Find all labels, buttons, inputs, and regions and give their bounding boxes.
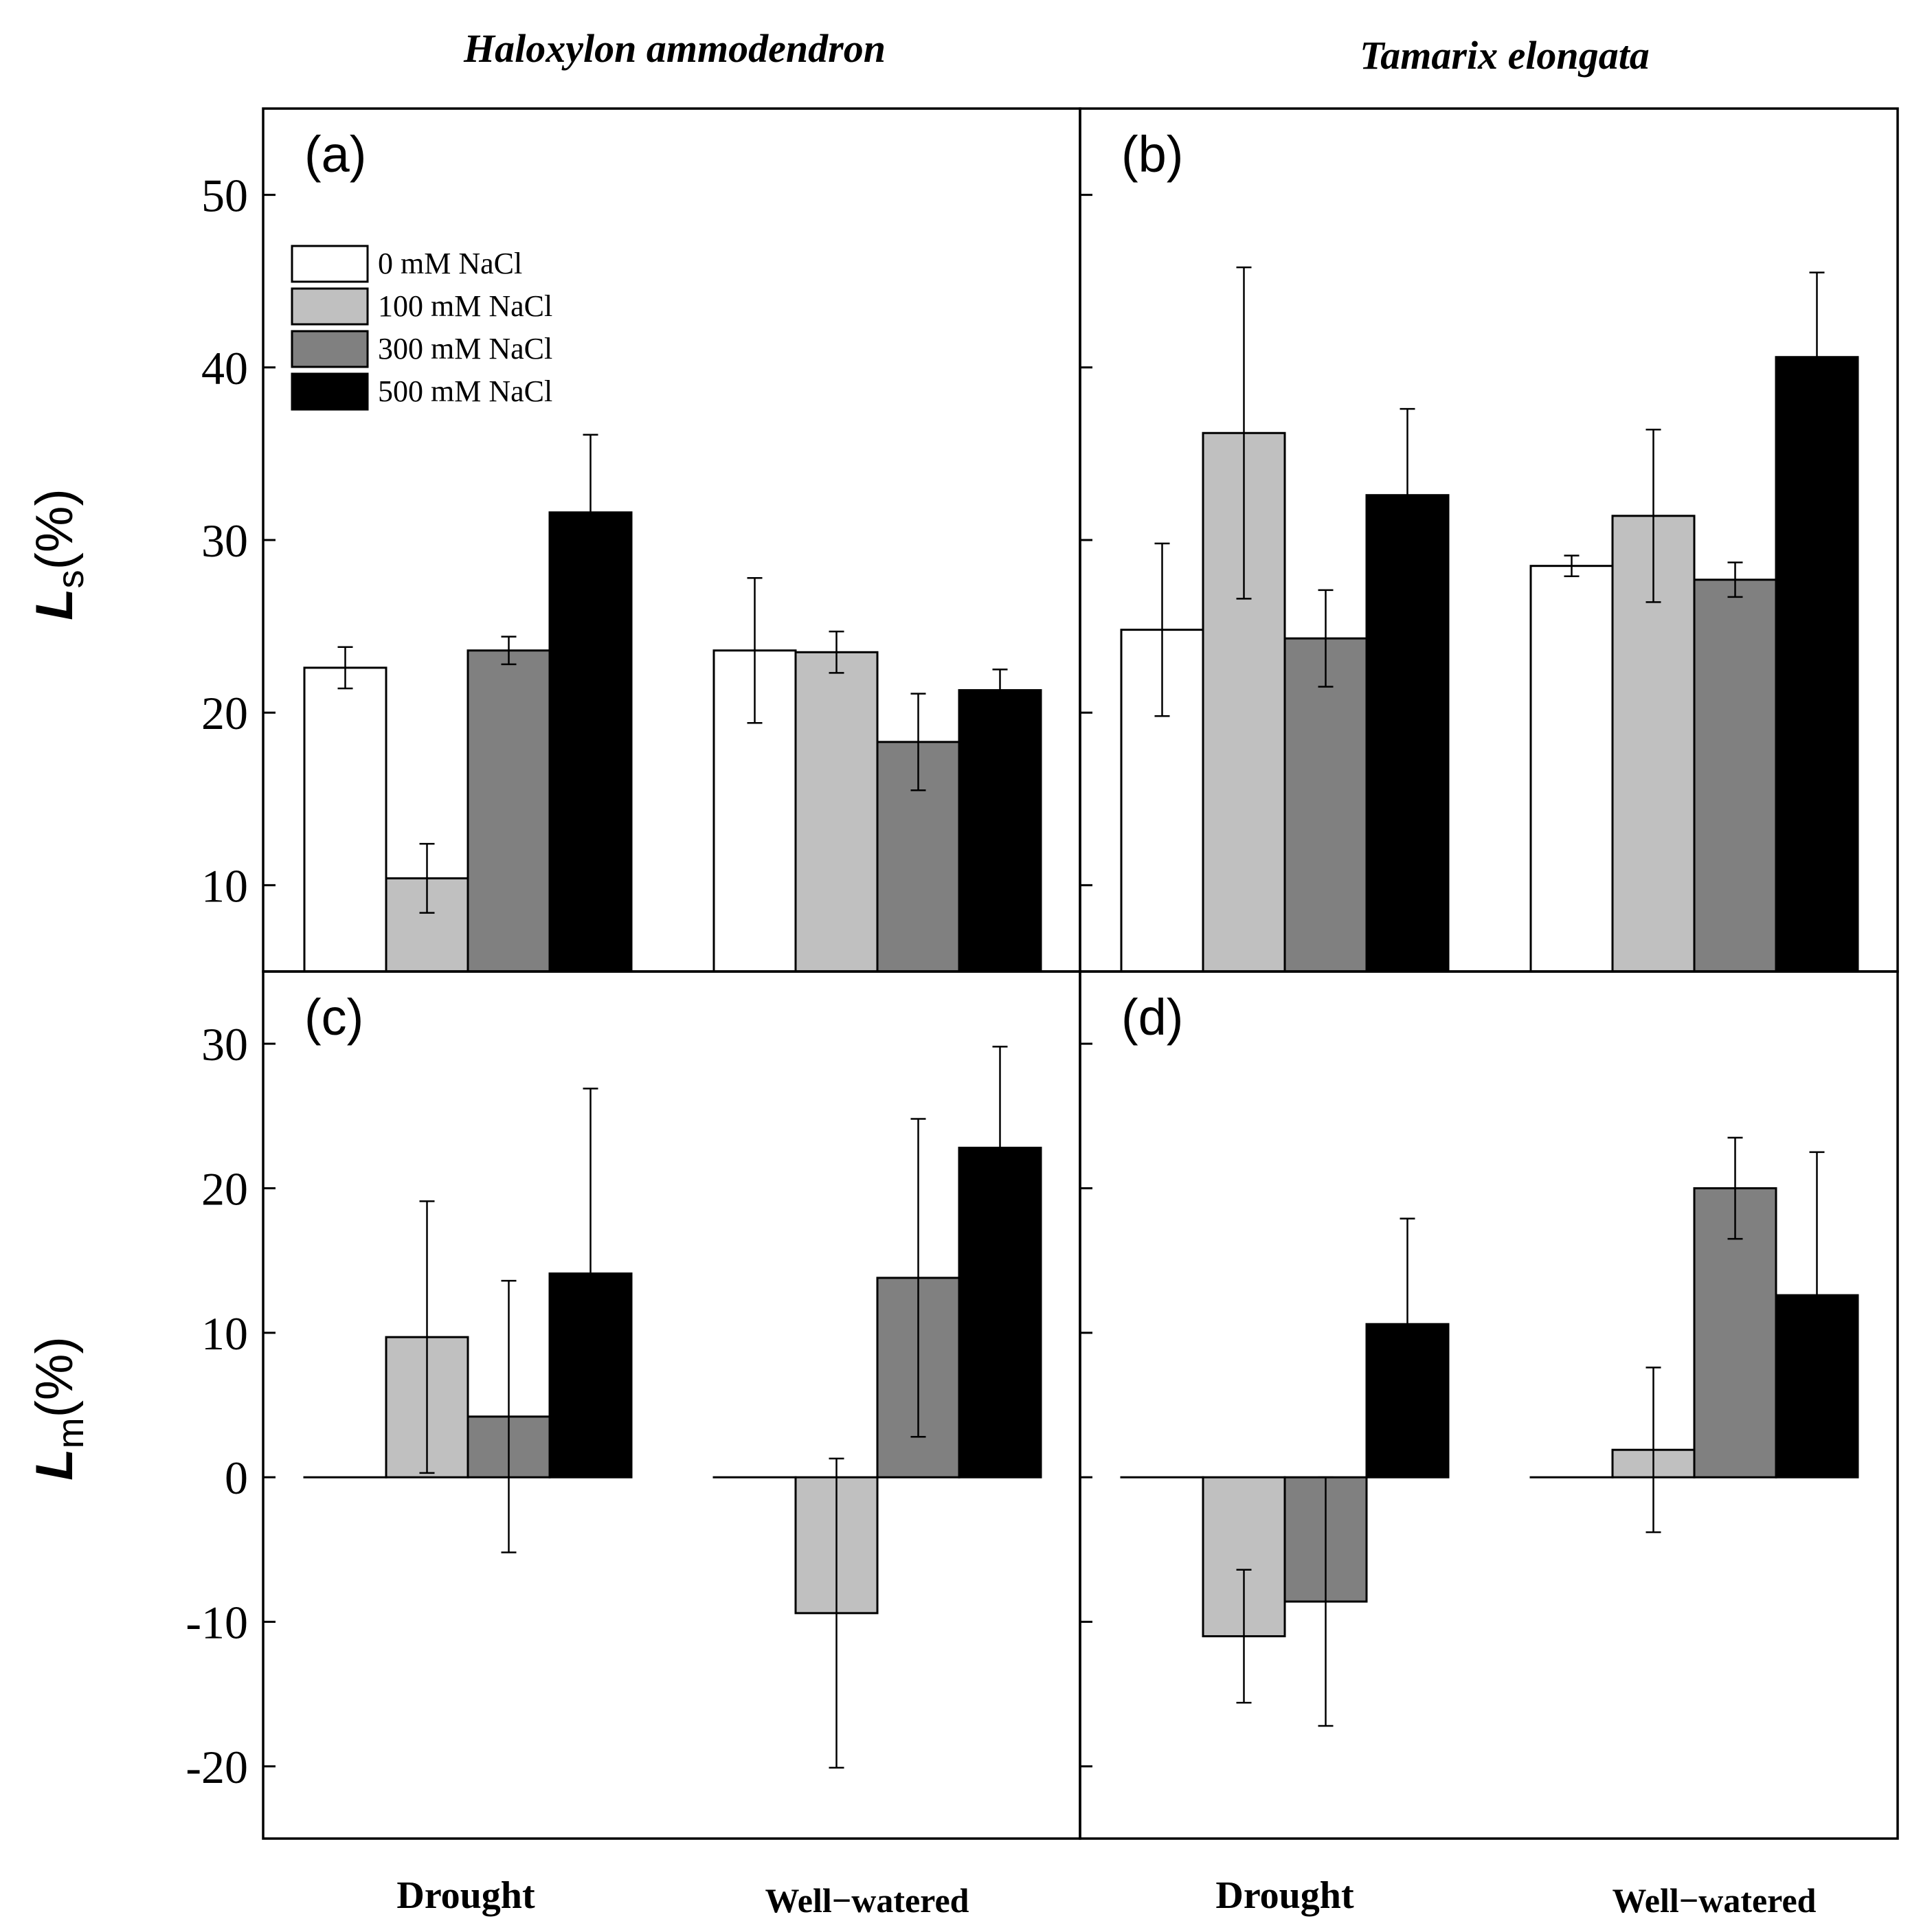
legend: 0 mM NaCl 100 mM NaCl 300 mM NaCl 500 mM… [291,245,552,411]
panels: 10 20 30 40 50 (a) (b) -20 -10 0 10 20 30 (c) (d) [186,107,1899,1840]
legend-swatch-1 [291,287,369,326]
y-axis-label-bottom: Lm(%) [25,1336,91,1481]
legend-swatch-2 [291,330,369,368]
legend-label-1: 100 mM NaCl [378,289,552,323]
y-axis-label-top-suffix: (%) [25,488,84,570]
column-title-right: Tamarix elongata [1360,33,1650,78]
panel-frame-d [1079,970,1899,1840]
legend-swatch-0 [291,245,369,283]
ytick-label-a-4: 50 [201,170,248,222]
ytick-label-c-1: -10 [186,1597,248,1649]
y-axis-label-bottom-suffix: (%) [25,1336,84,1417]
ytick-label-c-0: -20 [186,1741,248,1793]
legend-label-3: 500 mM NaCl [378,374,552,408]
bar-a-0-2 [467,649,551,973]
bar-b-1-3 [1775,356,1859,973]
ytick-label-c-2: 0 [225,1452,248,1504]
ytick-label-c-3: 10 [201,1307,248,1360]
panel-label-c: (c) [304,989,363,1046]
ytick-label-a-1: 20 [201,687,248,739]
panel-label-d: (d) [1121,989,1183,1046]
bar-b-1-2 [1693,579,1777,973]
panel-b: (b) [1079,107,1899,973]
bar-a-1-3 [958,689,1042,973]
y-axis-label-bottom-main: L [25,1448,84,1480]
x-label-left-drought: Drought [396,1874,535,1917]
bar-a-0-0 [303,666,387,973]
ytick-label-a-0: 10 [201,860,248,912]
ytick-label-a-2: 30 [201,515,248,567]
bar-b-1-0 [1529,565,1614,973]
legend-swatch-3 [291,372,369,411]
x-label-right-drought: Drought [1215,1874,1354,1917]
ytick-label-a-3: 40 [201,342,248,394]
y-axis-label-top-main: L [25,588,84,620]
y-axis-label-top-sub: s [50,570,91,588]
legend-label-0: 0 mM NaCl [378,247,522,280]
ytick-label-c-5: 30 [201,1018,248,1070]
x-label-left-wellwatered: Well−watered [765,1881,969,1920]
bar-b-0-2 [1283,637,1368,973]
bar-a-1-1 [794,651,879,973]
x-label-right-wellwatered: Well−watered [1613,1881,1817,1920]
y-axis-label-top: Ls(%) [25,488,91,620]
y-axis-label-bottom-sub: m [50,1417,91,1448]
ytick-label-c-4: 20 [201,1163,248,1215]
panel-a: 10 20 30 40 50 (a) [201,107,1081,973]
panel-d: (d) [1079,970,1899,1840]
panel-c: -20 -10 0 10 20 30 (c) [186,970,1081,1840]
panel-label-a: (a) [304,126,366,183]
panel-label-b: (b) [1121,126,1183,183]
legend-label-2: 300 mM NaCl [378,332,552,366]
column-title-left: Haloxylon ammodendron [463,26,886,71]
